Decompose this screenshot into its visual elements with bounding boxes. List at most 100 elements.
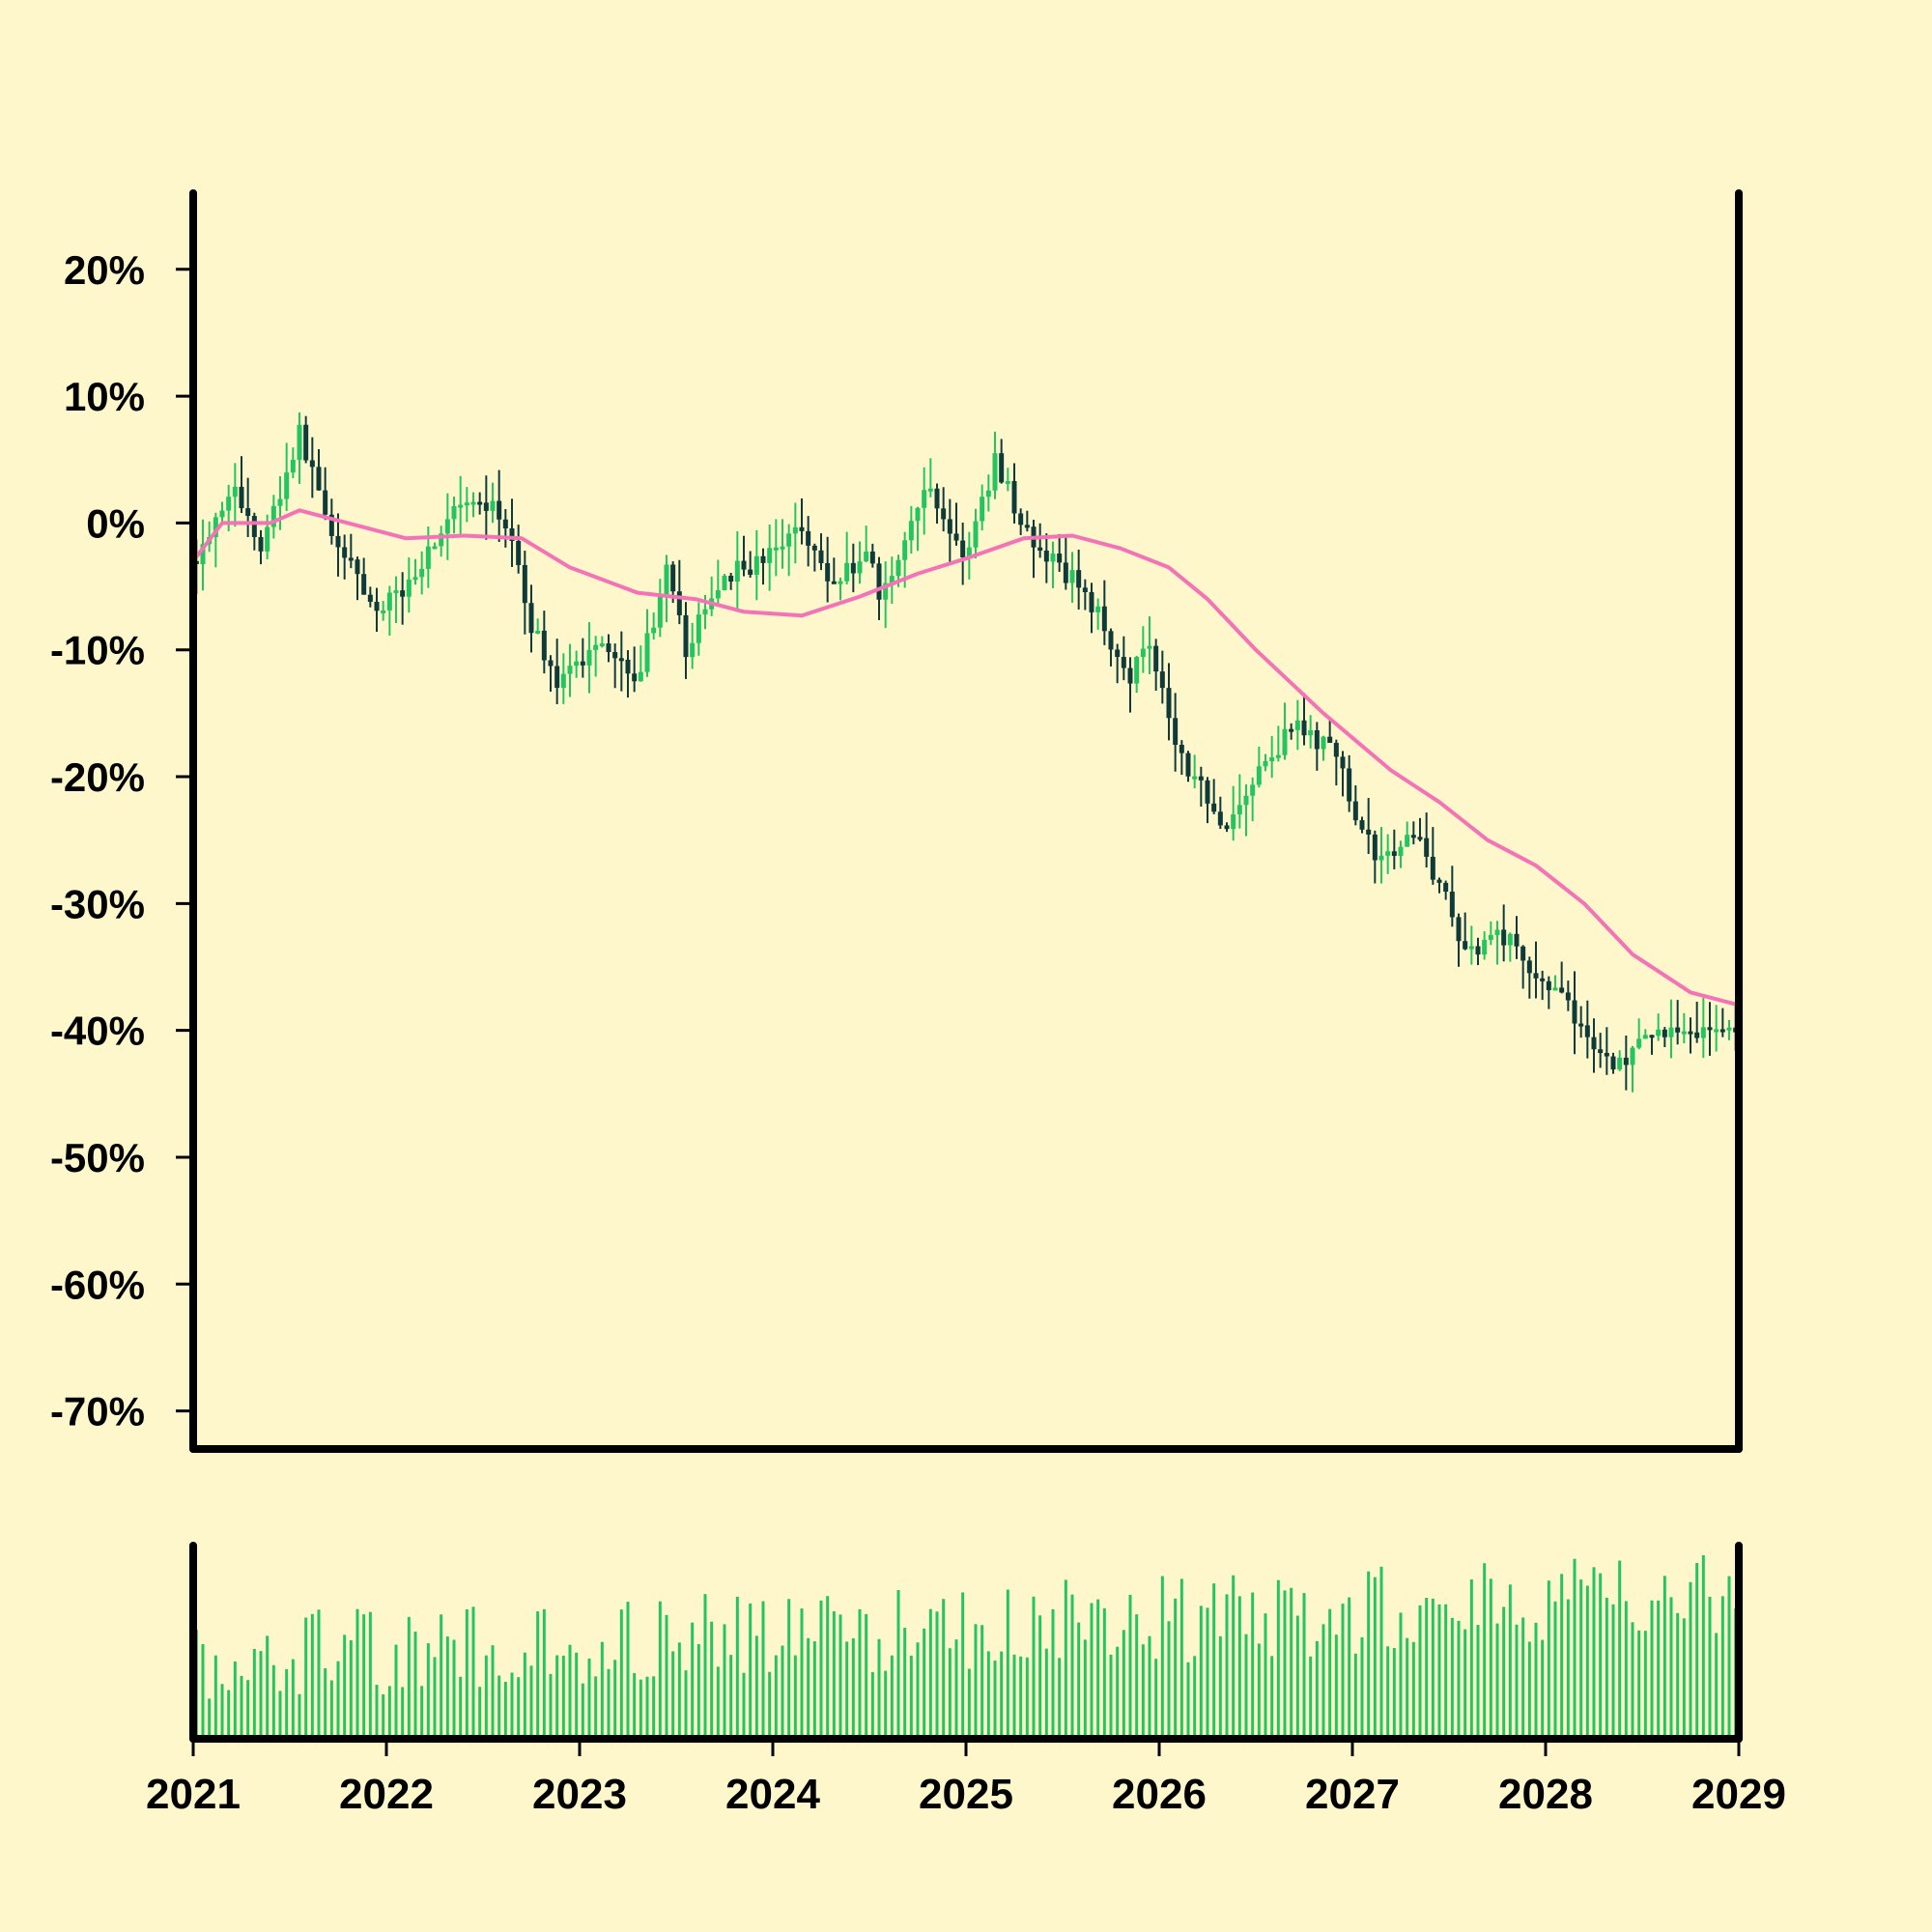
volume-bar	[1573, 1558, 1577, 1739]
volume-bar	[1637, 1630, 1641, 1739]
candle-body	[1617, 1057, 1623, 1070]
volume-bar	[1334, 1634, 1338, 1739]
candle-body	[657, 593, 663, 628]
volume-bar	[633, 1672, 637, 1739]
x-tick-label: 2021	[146, 1771, 241, 1818]
candle-body	[1700, 1027, 1706, 1038]
candle-body	[554, 666, 560, 688]
volume-bar	[201, 1644, 205, 1739]
candle-body	[748, 569, 753, 575]
volume-bar	[246, 1680, 250, 1739]
candle-body	[586, 649, 592, 666]
candle-body	[1726, 1027, 1732, 1031]
x-tick-label: 2028	[1498, 1771, 1593, 1818]
candle-body	[1584, 1025, 1590, 1037]
volume-bar	[1476, 1625, 1480, 1739]
volume-bar	[677, 1642, 681, 1739]
volume-bar	[1064, 1579, 1067, 1739]
candle-body	[941, 508, 947, 520]
candle-body	[947, 519, 952, 534]
volume-bar	[1051, 1608, 1055, 1739]
candle-body	[1352, 801, 1358, 821]
y-tick-label: -20%	[50, 754, 145, 800]
volume-bar	[1321, 1624, 1325, 1739]
volume-bar	[1682, 1618, 1686, 1739]
volume-bar	[845, 1641, 849, 1739]
volume-bar	[870, 1671, 874, 1739]
candle-body	[580, 661, 585, 666]
candle-body	[393, 590, 399, 594]
volume-bar	[407, 1616, 411, 1739]
candle-body	[309, 460, 315, 468]
volume-bar	[317, 1609, 321, 1739]
candle-body	[1289, 728, 1294, 732]
volume-bar	[1386, 1646, 1390, 1739]
candle-body	[251, 516, 257, 537]
candle-body	[497, 500, 502, 520]
volume-bar	[349, 1640, 353, 1739]
volume-bar	[1585, 1585, 1589, 1739]
candle-body	[728, 576, 734, 582]
volume-bar	[665, 1614, 668, 1739]
volume-bar	[271, 1664, 275, 1739]
candle-body	[1140, 648, 1146, 658]
candle-body	[1565, 992, 1571, 1001]
moving-average-line	[191, 508, 1740, 1008]
volume-bar	[1662, 1576, 1666, 1739]
candle-body	[386, 592, 392, 611]
volume-bar	[1025, 1657, 1029, 1739]
volume-bar	[639, 1679, 642, 1739]
candle-body	[432, 546, 438, 550]
candle-body	[670, 564, 676, 592]
y-tick-label: -70%	[50, 1389, 145, 1435]
candle-body	[1546, 980, 1551, 991]
candle-body	[567, 666, 573, 674]
candle-body	[1494, 929, 1500, 935]
candle-body	[625, 659, 631, 674]
candle-body	[1294, 720, 1300, 730]
x-tick-label: 2026	[1112, 1771, 1207, 1818]
volume-bar	[1232, 1575, 1236, 1739]
candle-body	[902, 540, 908, 560]
volume-bar	[536, 1611, 540, 1739]
candle-body	[348, 557, 354, 561]
volume-bar	[549, 1673, 553, 1739]
candle-body	[574, 661, 580, 667]
candle-body	[1488, 934, 1493, 940]
volume-bar	[1669, 1597, 1673, 1739]
candle-body	[1372, 834, 1378, 861]
volume-bar	[1367, 1571, 1371, 1739]
candle-body	[953, 533, 959, 541]
candle-body	[760, 555, 766, 563]
candle-body	[895, 559, 901, 577]
candle-body	[1526, 960, 1532, 974]
volume-bar	[928, 1608, 932, 1739]
volume-bar	[478, 1687, 482, 1739]
candle-body	[696, 614, 701, 643]
volume-bar	[819, 1600, 823, 1739]
volume-bar	[1605, 1597, 1608, 1739]
volume-bar	[278, 1690, 282, 1739]
candle-body	[651, 627, 657, 634]
volume-bar	[484, 1655, 488, 1739]
volume-bar	[445, 1636, 449, 1739]
volume-bar	[877, 1638, 881, 1739]
candle-body	[806, 530, 811, 546]
candle-body	[412, 577, 418, 581]
candle-body	[1134, 657, 1140, 684]
candle-body	[593, 644, 599, 650]
candle-body	[1250, 784, 1256, 796]
volume-bar	[948, 1648, 952, 1739]
volume-bar	[329, 1680, 333, 1739]
volume-bar	[1090, 1603, 1094, 1739]
volume-bar	[942, 1599, 946, 1739]
volume-bar	[252, 1648, 256, 1739]
candle-body	[245, 508, 251, 517]
volume-bar	[1012, 1654, 1016, 1739]
candle-body	[741, 560, 747, 570]
candle-body	[876, 563, 882, 600]
candle-body	[1449, 892, 1455, 918]
candle-body	[1385, 851, 1391, 856]
candle-body	[1185, 753, 1191, 777]
candle-body	[1282, 728, 1288, 755]
